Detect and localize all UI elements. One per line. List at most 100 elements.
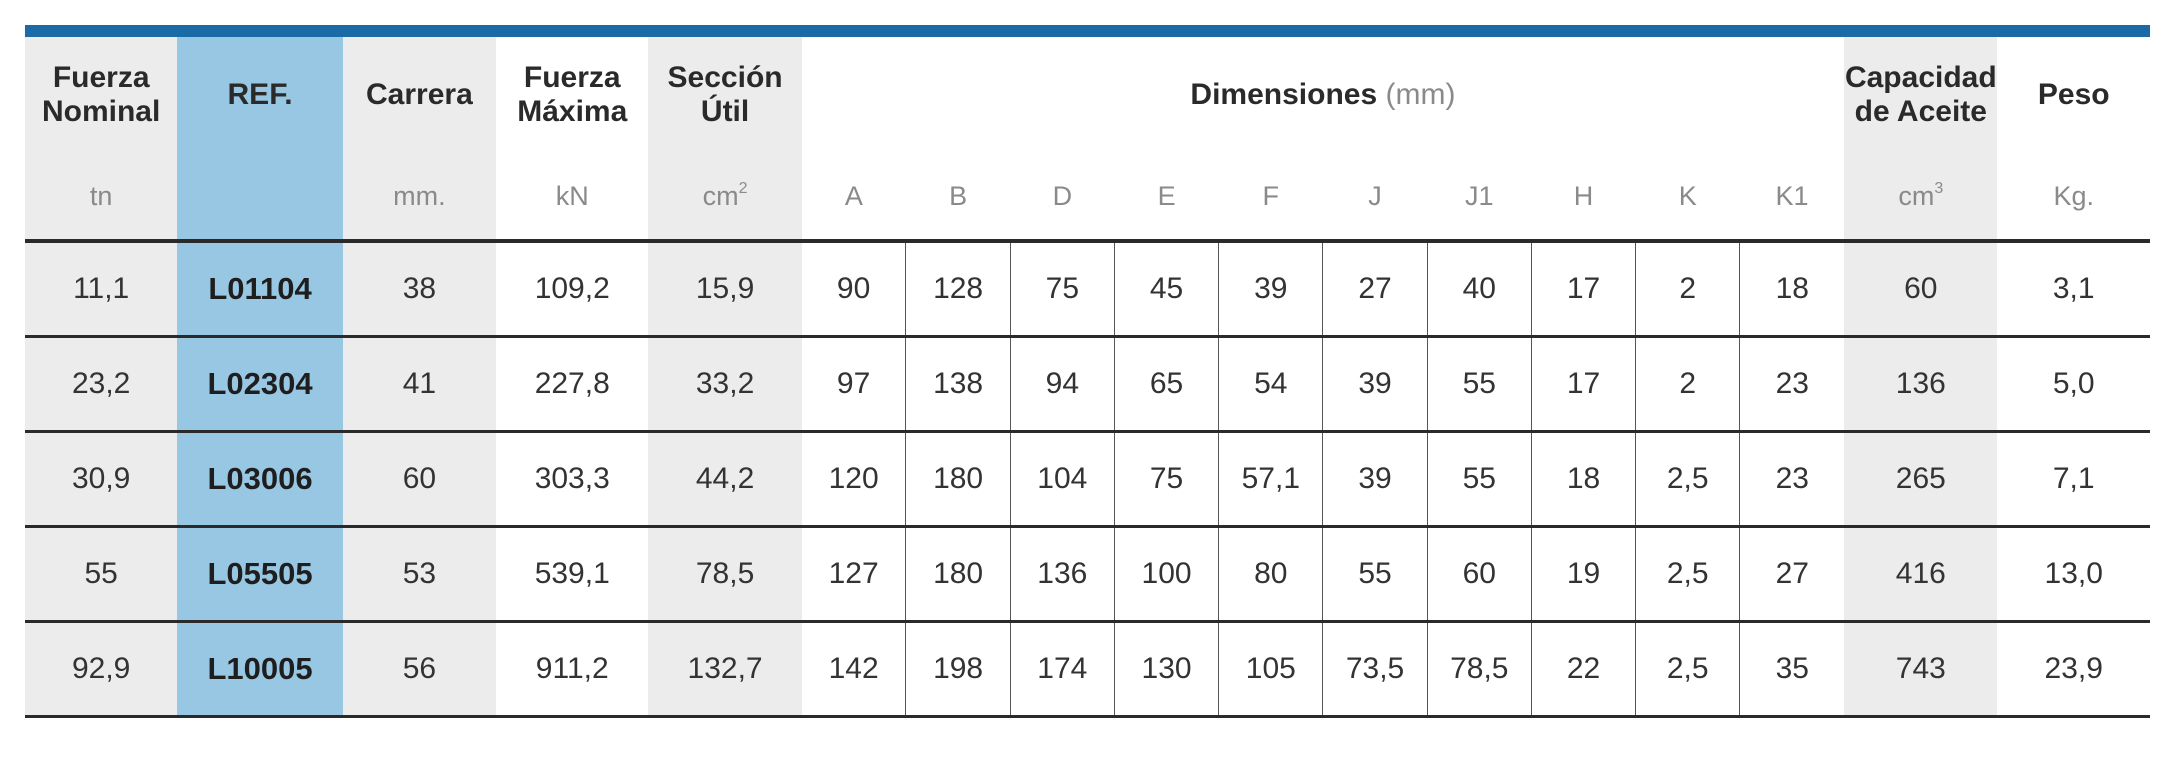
cell-dimension: 75 <box>1113 431 1219 528</box>
spec-table-container: Fuerza Nominal REF. Carrera Fuerza Máxim… <box>25 25 2150 718</box>
header-seccion-line1: Sección <box>667 61 783 94</box>
cell-dimension: 27 <box>1322 239 1428 338</box>
cell-dimension: 100 <box>1113 526 1219 623</box>
unit-carrera: mm. <box>342 153 497 241</box>
cell-dimension: 97 <box>801 336 906 433</box>
cell-dimension: 2 <box>1635 239 1740 338</box>
dim-label: D <box>1052 180 1073 211</box>
cell-dimension: 39 <box>1322 336 1428 433</box>
unit-capacidad: cm3 <box>1844 153 1998 241</box>
header-ref: REF. <box>177 37 343 153</box>
cell-dimension: 75 <box>1009 239 1115 338</box>
cell-dimension: 104 <box>1009 431 1115 528</box>
cell-dimension: 55 <box>1426 336 1532 433</box>
cell-dimension: 23 <box>1739 336 1845 433</box>
cell-fuerza-nominal: 55 <box>25 526 178 623</box>
cell-fuerza-maxima: 539,1 <box>496 526 649 623</box>
cell-dimension: 54 <box>1218 336 1323 433</box>
header-seccion-util: Sección Útil <box>648 37 802 153</box>
cell-dimension: 90 <box>801 239 906 338</box>
unit-seccion-sup: 2 <box>738 180 748 197</box>
cell-dimension: 180 <box>905 526 1011 623</box>
cell-ref: L10005 <box>177 621 343 718</box>
cell-carrera: 53 <box>342 526 497 623</box>
cell-fuerza-nominal: 92,9 <box>25 621 178 718</box>
header-peso: Peso <box>1997 37 2150 153</box>
cell-dimension: 55 <box>1322 526 1428 623</box>
cell-dimension: 35 <box>1739 621 1845 718</box>
cell-fuerza-maxima: 109,2 <box>496 239 649 338</box>
dim-label: F <box>1262 180 1280 211</box>
dim-label: K <box>1678 180 1697 211</box>
cell-dimension: 2 <box>1635 336 1740 433</box>
cell-carrera: 41 <box>342 336 497 433</box>
cell-dimension: 174 <box>1009 621 1115 718</box>
cell-dimension: 128 <box>905 239 1011 338</box>
cell-seccion-util: 15,9 <box>648 239 802 338</box>
cell-dimension: 22 <box>1530 621 1636 718</box>
cell-dimension: 136 <box>1009 526 1115 623</box>
header-dimensiones-label: Dimensiones <box>1190 78 1378 111</box>
cell-dimension: 80 <box>1218 526 1323 623</box>
cell-ref: L02304 <box>177 336 343 433</box>
cell-dimension: 120 <box>801 431 906 528</box>
cell-dimension: 180 <box>905 431 1011 528</box>
cell-dimension: 60 <box>1426 526 1532 623</box>
dim-label: K1 <box>1775 180 1809 211</box>
cell-dimension: 130 <box>1113 621 1219 718</box>
cell-fuerza-maxima: 227,8 <box>496 336 649 433</box>
cell-dimension: 138 <box>905 336 1011 433</box>
dim-label: J1 <box>1465 180 1494 211</box>
table-row: 11,1 L01104 38 109,2 15,9 90 128 75 45 39 27 40 17 2 1… <box>25 239 2150 338</box>
header-fuerza-nominal-line2: Nominal <box>41 95 161 128</box>
cell-ref: L05505 <box>177 526 343 623</box>
header-carrera-label: Carrera <box>366 78 473 111</box>
cell-capacidad: 60 <box>1844 239 1998 338</box>
header-peso-label: Peso <box>2037 78 2110 111</box>
cell-dimension: 127 <box>801 526 906 623</box>
dim-label: E <box>1157 180 1176 211</box>
unit-seccion-util: cm2 <box>648 153 802 241</box>
header-capacidad-line1: Capacidad <box>1844 61 1997 94</box>
header-fuerza-nominal: Fuerza Nominal <box>25 37 178 153</box>
unit-peso: Kg. <box>2053 180 2094 211</box>
cell-carrera: 56 <box>342 621 497 718</box>
cell-dimension: 55 <box>1426 431 1532 528</box>
cell-dimension: 23 <box>1739 431 1845 528</box>
cell-seccion-util: 44,2 <box>648 431 802 528</box>
cell-seccion-util: 78,5 <box>648 526 802 623</box>
header-capacidad: Capacidad de Aceite <box>1844 37 1998 153</box>
header-row-titles: Fuerza Nominal REF. Carrera Fuerza Máxim… <box>25 37 2150 153</box>
cell-dimension: 105 <box>1218 621 1323 718</box>
cell-dimension: 57,1 <box>1218 431 1323 528</box>
cell-dimension: 2,5 <box>1635 621 1740 718</box>
header-dimensiones: Dimensiones (mm) <box>802 37 1844 153</box>
header-ref-label: REF. <box>227 78 293 111</box>
cell-dimension: 39 <box>1322 431 1428 528</box>
cell-dimension: 142 <box>801 621 906 718</box>
header-fuerza-maxima-line2: Máxima <box>517 95 628 128</box>
cell-capacidad: 136 <box>1844 336 1998 433</box>
header-fuerza-nominal-line1: Fuerza <box>52 61 150 94</box>
spec-table: Fuerza Nominal REF. Carrera Fuerza Máxim… <box>25 37 2150 718</box>
cell-dimension: 2,5 <box>1635 431 1740 528</box>
cell-dimension: 198 <box>905 621 1011 718</box>
table-row: 92,9 L10005 56 911,2 132,7 142 198 174 130 105 73,… <box>25 621 2150 718</box>
cell-peso: 5,0 <box>1997 336 2150 433</box>
header-fuerza-maxima: Fuerza Máxima <box>496 37 648 153</box>
cell-peso: 3,1 <box>1997 239 2150 338</box>
cell-ref: L03006 <box>177 431 343 528</box>
cell-ref: L01104 <box>177 239 343 338</box>
cell-dimension: 18 <box>1739 239 1845 338</box>
unit-fuerza-maxima: kN <box>555 180 589 211</box>
header-carrera: Carrera <box>342 37 497 153</box>
top-accent-bar <box>25 25 2150 37</box>
header-row-units: tn mm. kN cm2 A B D E F J J1 H K K1 cm3 … <box>25 153 2150 241</box>
cell-dimension: 19 <box>1530 526 1636 623</box>
cell-dimension: 73,5 <box>1322 621 1428 718</box>
dim-label: H <box>1573 180 1594 211</box>
cell-capacidad: 416 <box>1844 526 1998 623</box>
header-capacidad-line2: de Aceite <box>1854 95 1987 128</box>
cell-dimension: 27 <box>1739 526 1845 623</box>
header-dimensiones-unit: (mm) <box>1385 78 1456 111</box>
